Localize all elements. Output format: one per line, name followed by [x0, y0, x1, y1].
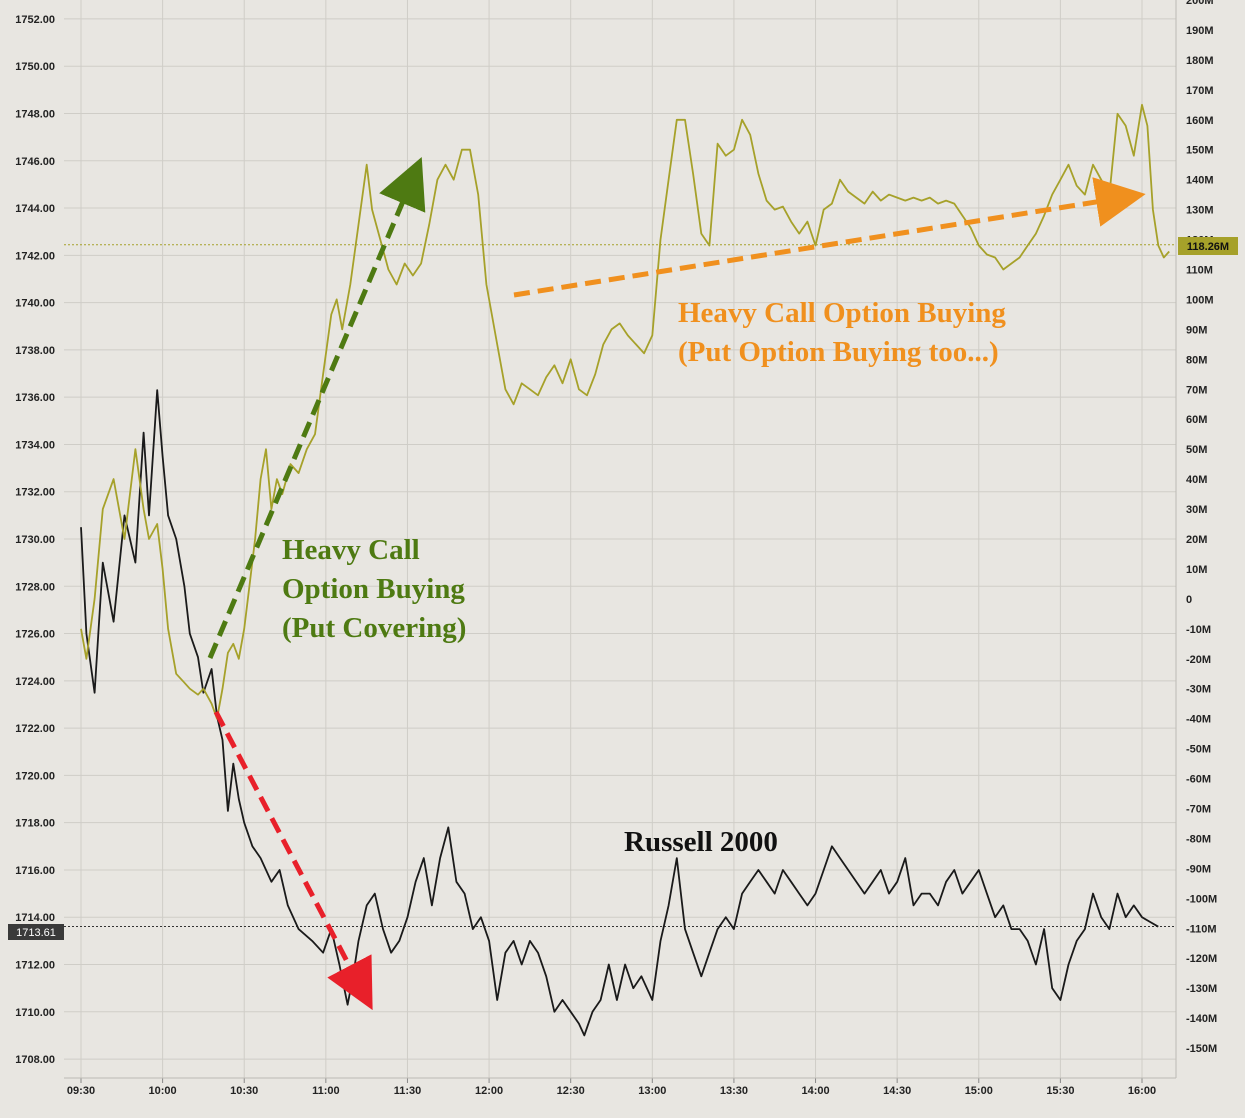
- right-tick-label: -60M: [1186, 774, 1211, 786]
- right-tick-label: 130M: [1186, 205, 1214, 217]
- right-tick-label: -80M: [1186, 833, 1211, 845]
- right-tick-label: 0: [1186, 594, 1192, 606]
- x-tick-label: 14:00: [801, 1085, 829, 1097]
- right-tick-label: 110M: [1186, 265, 1213, 277]
- left-tick-label: 1726.00: [15, 629, 55, 641]
- red-arrow: [213, 710, 373, 1011]
- arrows: [207, 156, 1146, 1011]
- left-tick-label: 1744.00: [15, 203, 55, 215]
- right-tick-label: 200M: [1186, 0, 1214, 7]
- green-arrow: [207, 156, 426, 659]
- left-tick-label: 1740.00: [15, 298, 55, 310]
- left-tick-label: 1738.00: [15, 345, 55, 357]
- left-tick-label: 1746.00: [15, 156, 55, 168]
- left-tick-label: 1718.00: [15, 818, 55, 830]
- right-tick-label: 70M: [1186, 384, 1207, 396]
- left-tick-label: 1734.00: [15, 439, 55, 451]
- last-value-left: 1713.61: [16, 927, 56, 939]
- right-tick-label: -90M: [1186, 863, 1211, 875]
- x-tick-label: 10:30: [230, 1085, 258, 1097]
- right-tick-label: 20M: [1186, 534, 1207, 546]
- right-tick-label: -20M: [1186, 654, 1211, 666]
- left-tick-label: 1716.00: [15, 865, 55, 877]
- right-tick-label: 10M: [1186, 564, 1207, 576]
- right-tick-label: -40M: [1186, 714, 1211, 726]
- left-tick-label: 1752.00: [15, 14, 55, 26]
- left-tick-label: 1730.00: [15, 534, 55, 546]
- right-tick-label: -50M: [1186, 744, 1211, 756]
- right-tick-label: 90M: [1186, 324, 1207, 336]
- right-tick-label: 80M: [1186, 354, 1207, 366]
- left-tick-label: 1724.00: [15, 676, 55, 688]
- right-tick-label: 150M: [1186, 145, 1214, 157]
- annotation-green-line-2: Option Buying: [282, 573, 465, 605]
- orange-arrow: [513, 177, 1146, 298]
- series-line-options-flow: [80, 103, 1170, 720]
- right-tick-label: 140M: [1186, 175, 1214, 187]
- left-axis-ticks: 1752.00 1750.00 1748.00 1746.00 1744.00 1742.…: [15, 14, 55, 1066]
- x-tick-label: 10:00: [149, 1085, 177, 1097]
- right-tick-label: 180M: [1186, 55, 1214, 67]
- x-tick-label: 13:30: [720, 1085, 748, 1097]
- last-value-right-badge: 118.26M: [1178, 237, 1238, 255]
- x-tick-label: 11:30: [394, 1085, 422, 1097]
- right-tick-label: 100M: [1186, 294, 1214, 306]
- annotation-green: Heavy Call Option Buying (Put Covering): [282, 534, 466, 644]
- left-tick-label: 1720.00: [15, 770, 55, 782]
- annotation-green-line-3: (Put Covering): [282, 612, 466, 644]
- right-tick-label: 190M: [1186, 25, 1214, 37]
- left-tick-label: 1750.00: [15, 61, 55, 73]
- x-tick-label: 13:00: [638, 1085, 666, 1097]
- left-tick-label: 1748.00: [15, 108, 55, 120]
- left-tick-label: 1710.00: [15, 1007, 55, 1019]
- right-tick-label: -30M: [1186, 684, 1211, 696]
- x-tick-label: 14:30: [883, 1085, 911, 1097]
- right-tick-label: -70M: [1186, 804, 1211, 816]
- right-tick-label: -150M: [1186, 1043, 1217, 1055]
- right-tick-label: 60M: [1186, 414, 1207, 426]
- last-value-right: 118.26M: [1187, 241, 1229, 253]
- left-tick-label: 1722.00: [15, 723, 55, 735]
- right-tick-label: 30M: [1186, 504, 1207, 516]
- annotation-orange: Heavy Call Option Buying (Put Option Buy…: [678, 297, 1006, 368]
- annotation-orange-line-1: Heavy Call Option Buying: [678, 297, 1006, 329]
- right-tick-label: -120M: [1186, 953, 1217, 965]
- x-tick-label: 15:00: [965, 1085, 993, 1097]
- left-tick-label: 1712.00: [15, 960, 55, 972]
- last-value-lines: [64, 244, 1176, 927]
- right-tick-label: -100M: [1186, 893, 1217, 905]
- x-tick-label: 12:00: [475, 1085, 503, 1097]
- last-value-left-badge: 1713.61: [8, 924, 64, 940]
- x-tick-label: 12:30: [557, 1085, 585, 1097]
- right-tick-label: 170M: [1186, 85, 1214, 97]
- x-tick-label: 11:00: [312, 1085, 340, 1097]
- left-tick-label: 1708.00: [15, 1054, 55, 1066]
- annotation-orange-line-2: (Put Option Buying too...): [678, 336, 999, 368]
- x-tick-label: 15:30: [1046, 1085, 1074, 1097]
- right-tick-label: 40M: [1186, 474, 1207, 486]
- left-tick-label: 1736.00: [15, 392, 55, 404]
- series-group: [80, 103, 1170, 1037]
- left-tick-label: 1714.00: [15, 912, 55, 924]
- right-tick-label: 50M: [1186, 444, 1207, 456]
- left-tick-label: 1728.00: [15, 581, 55, 593]
- grid: [64, 0, 1176, 1078]
- right-tick-label: 160M: [1186, 115, 1214, 127]
- right-tick-label: -110M: [1186, 923, 1217, 935]
- right-tick-label: -10M: [1186, 624, 1211, 636]
- right-tick-label: -130M: [1186, 983, 1217, 995]
- right-tick-label: -140M: [1186, 1013, 1217, 1025]
- series-label-russell: Russell 2000: [624, 826, 778, 858]
- annotation-green-line-1: Heavy Call: [282, 534, 420, 566]
- x-tick-label: 09:30: [67, 1085, 95, 1097]
- left-tick-label: 1732.00: [15, 487, 55, 499]
- series-line-russell-2000: [80, 389, 1159, 1037]
- x-tick-label: 16:00: [1128, 1085, 1156, 1097]
- x-axis-ticks: 09:30 10:00 10:30 11:00 11:30 12:00 12:30 13:00…: [67, 1078, 1156, 1097]
- left-tick-label: 1742.00: [15, 250, 55, 262]
